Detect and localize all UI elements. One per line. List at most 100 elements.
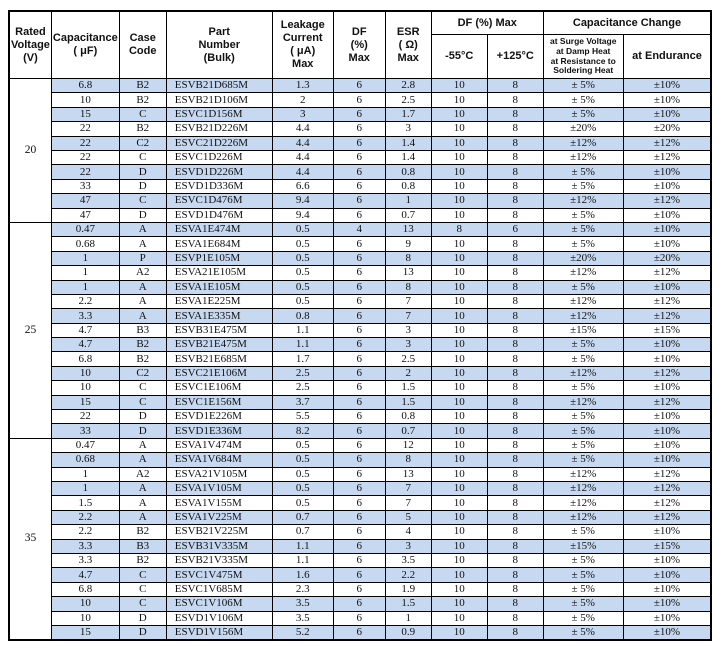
table-row: 4.7 C ESVC1V475M 1.6 6 2.2 10 8 ± 5% ±10% <box>9 567 712 583</box>
cell-esr-max: 1 <box>384 610 432 626</box>
cell-df-plus125: 8 <box>486 394 544 411</box>
cell-df-minus55: 10 <box>430 567 488 583</box>
cell-leakage-current: 2 <box>271 92 334 108</box>
cell-leakage-current: 9.4 <box>271 193 334 209</box>
cell-part-number: ESVA1V684M <box>165 452 273 468</box>
cell-df-max: 6 <box>332 337 386 353</box>
cell-cap-change-endurance: ±10% <box>622 164 712 180</box>
cell-part-number: ESVA1E225M <box>165 293 273 310</box>
cell-case-code: B2 <box>118 524 167 540</box>
cell-part-number: ESVB21E475M <box>165 337 273 353</box>
cell-capacitance: 22 <box>50 164 120 180</box>
cell-cap-change-surge: ± 5% <box>542 279 624 295</box>
cell-df-plus125: 8 <box>486 92 544 108</box>
cell-df-max: 6 <box>332 92 386 108</box>
cell-capacitance: 4.7 <box>50 567 120 583</box>
cell-leakage-current: 4.4 <box>271 150 334 166</box>
cell-esr-max: 0.9 <box>384 624 432 641</box>
cell-esr-max: 0.7 <box>384 207 432 223</box>
cell-df-max: 6 <box>332 293 386 310</box>
cell-part-number: ESVP1E105M <box>165 250 273 267</box>
cell-df-minus55: 10 <box>430 581 488 598</box>
cell-df-plus125: 8 <box>486 308 544 324</box>
cell-df-plus125: 8 <box>486 480 544 497</box>
cell-cap-change-surge: ± 5% <box>542 581 624 598</box>
cell-esr-max: 8 <box>384 452 432 468</box>
cell-capacitance: 1 <box>50 250 120 267</box>
cell-df-max: 6 <box>332 466 386 483</box>
cell-leakage-current: 9.4 <box>271 207 334 223</box>
cell-df-plus125: 8 <box>486 524 544 540</box>
cell-esr-max: 0.7 <box>384 423 432 439</box>
table-row: 1 A ESVA1V105M 0.5 6 7 10 8 ±12% ±12% <box>9 480 712 497</box>
cell-df-plus125: 8 <box>486 409 544 425</box>
cell-capacitance: 3.3 <box>50 308 120 324</box>
cell-leakage-current: 1.1 <box>271 538 334 554</box>
cell-case-code: A <box>118 437 167 454</box>
table-row: 6.8 C ESVC1V685M 2.3 6 1.9 10 8 ± 5% ±10% <box>9 581 712 598</box>
cell-cap-change-endurance: ±12% <box>622 394 712 411</box>
cell-leakage-current: 4.4 <box>271 164 334 180</box>
cell-esr-max: 3 <box>384 121 432 137</box>
cell-df-max: 6 <box>332 552 386 569</box>
cell-leakage-current: 2.5 <box>271 365 334 382</box>
table-row: 0.68 A ESVA1E684M 0.5 6 9 10 8 ± 5% ±10% <box>9 236 712 252</box>
cell-df-plus125: 8 <box>486 466 544 483</box>
table-row: 15 C ESVC1E156M 3.7 6 1.5 10 8 ±12% ±12% <box>9 394 712 411</box>
cell-df-max: 6 <box>332 567 386 583</box>
cell-cap-change-surge: ±20% <box>542 121 624 137</box>
rated-voltage-cell: 20 <box>8 78 52 223</box>
cell-capacitance: 47 <box>50 207 120 223</box>
table-row: 10 C ESVC1E106M 2.5 6 1.5 10 8 ± 5% ±10% <box>9 380 712 396</box>
rated-voltage-cell: 35 <box>8 437 52 641</box>
cell-case-code: A <box>118 293 167 310</box>
cell-case-code: C <box>118 106 167 123</box>
cell-df-plus125: 8 <box>486 552 544 569</box>
capacitor-ratings-table: Rated Voltage (V) Capacitance ( μF) Case… <box>8 10 713 642</box>
cell-df-plus125: 6 <box>486 221 544 238</box>
table-row: 1 A2 ESVA21V105M 0.5 6 13 10 8 ±12% ±12% <box>9 466 712 483</box>
cell-df-max: 6 <box>332 596 386 612</box>
cell-df-minus55: 10 <box>430 293 488 310</box>
cell-esr-max: 1.4 <box>384 135 432 152</box>
cell-cap-change-endurance: ±10% <box>622 92 712 108</box>
cell-part-number: ESVD1D476M <box>165 207 273 223</box>
table-row: 22 D ESVD1D226M 4.4 6 0.8 10 8 ± 5% ±10% <box>9 164 712 180</box>
cell-df-plus125: 8 <box>486 78 544 94</box>
cell-df-minus55: 10 <box>430 92 488 108</box>
cell-leakage-current: 3 <box>271 106 334 123</box>
cell-df-plus125: 8 <box>486 610 544 626</box>
cell-esr-max: 13 <box>384 265 432 281</box>
table-row: 10 C ESVC1V106M 3.5 6 1.5 10 8 ± 5% ±10% <box>9 596 712 612</box>
cell-df-max: 6 <box>332 509 386 526</box>
cell-df-plus125: 8 <box>486 193 544 209</box>
cell-cap-change-surge: ±20% <box>542 250 624 267</box>
cell-leakage-current: 1.1 <box>271 337 334 353</box>
header-esr-max: ESR ( Ω) Max <box>384 10 432 80</box>
cell-part-number: ESVC1V475M <box>165 567 273 583</box>
cell-df-minus55: 10 <box>430 452 488 468</box>
cell-capacitance: 10 <box>50 380 120 396</box>
cell-cap-change-endurance: ±12% <box>622 150 712 166</box>
cell-case-code: D <box>118 423 167 439</box>
cell-leakage-current: 1.7 <box>271 351 334 367</box>
table-row: 3.3 B3 ESVB31V335M 1.1 6 3 10 8 ±15% ±15% <box>9 538 712 554</box>
cell-part-number: ESVA1E474M <box>165 221 273 238</box>
table-row: 20 6.8 B2 ESVB21D685M 1.3 6 2.8 10 8 ± 5% ±10% <box>8 78 712 223</box>
cell-part-number: ESVD1V156M <box>165 624 273 641</box>
cell-df-plus125: 8 <box>486 135 544 152</box>
cell-df-plus125: 8 <box>486 538 544 554</box>
cell-df-minus55: 10 <box>430 193 488 209</box>
cell-cap-change-surge: ±12% <box>542 466 624 483</box>
cell-leakage-current: 1.3 <box>271 78 334 94</box>
cell-case-code: A <box>118 480 167 497</box>
cell-case-code: C <box>118 596 167 612</box>
cell-cap-change-surge: ± 5% <box>542 221 624 238</box>
table-row: 1 P ESVP1E105M 0.5 6 8 10 8 ±20% ±20% <box>9 250 712 267</box>
cell-capacitance: 3.3 <box>50 552 120 569</box>
cell-df-minus55: 10 <box>430 596 488 612</box>
cell-cap-change-endurance: ±10% <box>622 236 712 252</box>
cell-df-max: 6 <box>332 265 386 281</box>
cell-df-minus55: 10 <box>430 279 488 295</box>
cell-case-code: A2 <box>118 265 167 281</box>
